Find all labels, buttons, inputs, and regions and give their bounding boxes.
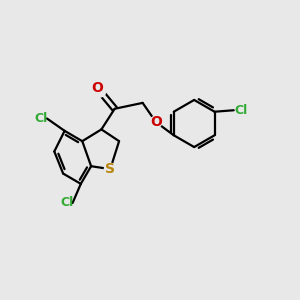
Circle shape [94, 85, 106, 97]
Text: Cl: Cl [234, 104, 248, 117]
Circle shape [104, 163, 116, 175]
Circle shape [150, 116, 162, 128]
Text: Cl: Cl [60, 196, 73, 209]
Text: O: O [91, 81, 103, 95]
Text: O: O [150, 115, 162, 129]
Text: Cl: Cl [34, 112, 48, 125]
Text: S: S [105, 162, 115, 176]
